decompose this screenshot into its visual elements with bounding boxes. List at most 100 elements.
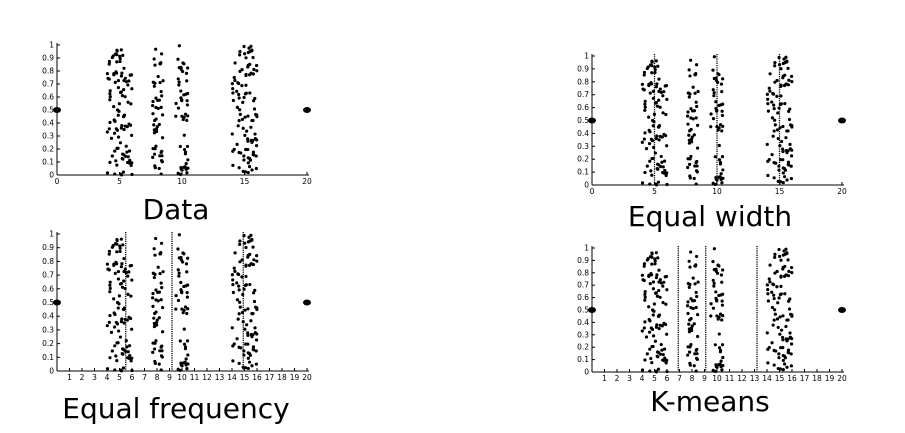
data-point	[122, 79, 126, 83]
y-tick-label: 1	[49, 41, 54, 50]
data-point	[181, 117, 185, 122]
data-point	[238, 108, 242, 112]
data-point	[153, 81, 157, 85]
data-point	[118, 249, 122, 254]
data-point	[790, 271, 794, 275]
data-point	[246, 333, 250, 338]
data-point	[640, 82, 644, 87]
data-point	[779, 258, 783, 262]
data-point	[656, 64, 660, 68]
data-point	[111, 54, 115, 58]
data-point	[237, 166, 241, 170]
data-point	[105, 171, 110, 175]
data-point	[781, 171, 785, 175]
y-tick-label: 0	[584, 368, 589, 377]
y-tick-label: 0.3	[42, 325, 54, 334]
data-point	[107, 268, 111, 272]
data-point	[647, 274, 651, 279]
data-point	[687, 285, 691, 290]
data-point	[119, 74, 123, 78]
data-point	[664, 112, 668, 117]
data-point	[688, 74, 692, 78]
data-point	[232, 75, 236, 80]
panel-title-data: Data	[143, 193, 210, 226]
data-point	[151, 155, 155, 159]
data-point	[246, 114, 250, 118]
outlier-point	[838, 307, 846, 313]
data-point	[153, 147, 157, 151]
data-point	[640, 329, 644, 333]
data-point	[786, 66, 790, 70]
data-point	[254, 166, 258, 171]
data-point	[686, 114, 690, 118]
y-tick-label: 0.1	[577, 355, 589, 364]
panel-title-k-means: K-means	[650, 385, 770, 418]
x-tick-label: 2	[80, 373, 85, 382]
data-point	[248, 282, 252, 287]
data-point	[122, 307, 126, 312]
data-point	[107, 252, 111, 256]
data-point	[651, 313, 655, 317]
data-point	[657, 77, 661, 81]
data-point	[782, 57, 786, 61]
y-tick-label: 0.8	[577, 77, 589, 86]
x-tick-label: 11	[725, 374, 735, 383]
data-point	[114, 127, 118, 131]
data-point	[649, 169, 653, 173]
data-point	[721, 268, 725, 272]
data-point	[654, 251, 658, 255]
data-point	[773, 80, 777, 84]
data-point	[776, 325, 780, 330]
data-point	[248, 252, 252, 256]
data-point	[183, 150, 188, 154]
data-point	[695, 170, 699, 174]
data-point	[647, 83, 651, 88]
data-point	[689, 326, 694, 330]
data-point	[640, 181, 645, 185]
data-point	[113, 149, 117, 153]
data-point	[648, 319, 652, 323]
data-point	[781, 149, 785, 154]
data-point	[659, 154, 663, 159]
data-point	[236, 317, 240, 321]
data-point	[129, 163, 133, 168]
data-point	[788, 331, 792, 335]
data-point	[154, 96, 158, 100]
data-point	[696, 313, 700, 317]
data-point	[159, 52, 164, 56]
x-tick-label: 10	[712, 187, 722, 196]
data-point	[712, 91, 716, 95]
data-point	[236, 124, 240, 128]
y-tick-label: 1	[584, 52, 589, 61]
data-point	[113, 80, 117, 84]
data-point	[185, 291, 189, 295]
data-point	[130, 161, 134, 165]
data-point	[115, 359, 119, 363]
data-point	[720, 343, 725, 347]
data-point	[776, 366, 780, 371]
y-tick-label: 0.7	[577, 281, 589, 290]
data-point	[152, 316, 156, 320]
data-point	[113, 172, 117, 176]
data-point	[642, 326, 646, 330]
data-point	[124, 80, 128, 84]
data-point	[779, 67, 783, 71]
data-point	[152, 347, 157, 351]
x-tick-label: 3	[92, 373, 97, 382]
data-point	[781, 124, 785, 129]
data-point	[179, 65, 183, 69]
data-point	[717, 103, 721, 108]
data-point	[785, 178, 789, 182]
data-point	[230, 82, 234, 86]
data-point	[154, 339, 158, 343]
data-point	[255, 113, 259, 117]
data-point	[182, 133, 186, 137]
data-point	[781, 368, 785, 372]
data-point	[790, 265, 794, 270]
data-point	[661, 284, 665, 288]
data-point	[113, 119, 117, 123]
x-tick-label: 18	[277, 373, 287, 382]
data-point	[665, 332, 669, 336]
data-point	[183, 345, 188, 349]
